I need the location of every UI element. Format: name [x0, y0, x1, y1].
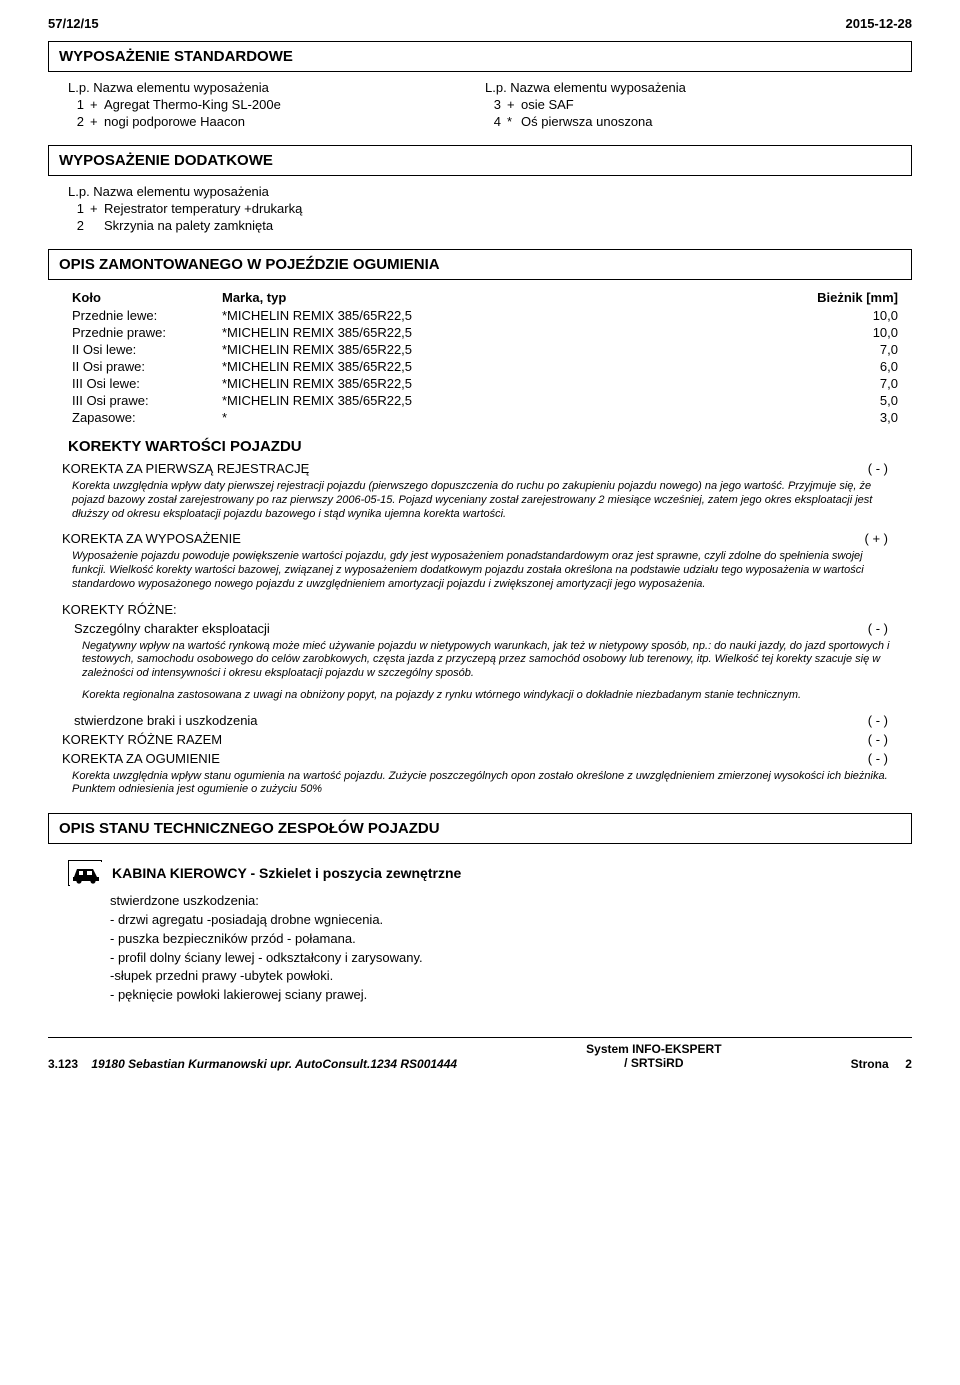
tire-table: Koło Marka, typ Bieżnik [mm] Przednie le…: [68, 288, 902, 426]
kor-wypos: KOREKTA ZA WYPOSAŻENIE ( + ): [48, 529, 912, 548]
lp-sym: +: [90, 114, 104, 129]
th-biez: Bieżnik [mm]: [782, 288, 902, 307]
kor-szczegolny: Szczególny charakter eksploatacji ( - ): [48, 619, 912, 638]
lp-num: 3: [485, 97, 507, 112]
lp-text: Oś pierwsza unoszona: [521, 114, 653, 129]
kor-first-reg-note: Korekta uwzględnia wpływ daty pierwszej …: [48, 478, 912, 529]
lp-num: 1: [68, 97, 90, 112]
lp-header-add: L.p. Nazwa elementu wyposażenia: [68, 184, 269, 199]
lp-sym: +: [90, 201, 104, 216]
footer-mid2: / SRTSiRD: [624, 1056, 683, 1070]
tire-row: III Osi lewe:*MICHELIN REMIX 385/65R22,5…: [68, 375, 902, 392]
damage-header: stwierdzone uszkodzenia:: [110, 892, 902, 911]
damage-line: - drzwi agregatu -posiadają drobne wgnie…: [110, 911, 902, 930]
th-marka: Marka, typ: [218, 288, 782, 307]
tire-row: Przednie prawe:*MICHELIN REMIX 385/65R22…: [68, 324, 902, 341]
lp-header-left: L.p. Nazwa elementu wyposażenia: [68, 80, 269, 95]
doc-date: 2015-12-28: [846, 16, 913, 31]
footer-left-num: 3.123: [48, 1057, 78, 1071]
th-kolo: Koło: [68, 288, 218, 307]
lp-text: Skrzynia na palety zamknięta: [104, 218, 273, 233]
tire-row: Przednie lewe:*MICHELIN REMIX 385/65R22,…: [68, 307, 902, 324]
section-tires: OPIS ZAMONTOWANEGO W POJEŹDZIE OGUMIENIA: [48, 249, 912, 280]
kor-ogumienie: KOREKTA ZA OGUMIENIE ( - ): [48, 749, 912, 768]
lp-num: 1: [68, 201, 90, 216]
lp-text: nogi podporowe Haacon: [104, 114, 245, 129]
tire-row: III Osi prawe:*MICHELIN REMIX 385/65R22,…: [68, 392, 902, 409]
kor-szczeg-note2: Korekta regionalna zastosowana z uwagi n…: [48, 689, 912, 711]
footer-mid1: System INFO-EKSPERT: [586, 1042, 721, 1056]
section-tech-state: OPIS STANU TECHNICZNEGO ZESPOŁÓW POJAZDU: [48, 813, 912, 844]
kabina-title: KABINA KIEROWCY - Szkielet i poszycia ze…: [112, 865, 461, 881]
page-footer: 3.123 19180 Sebastian Kurmanowski upr. A…: [48, 1037, 912, 1071]
lp-header-right: L.p. Nazwa elementu wyposażenia: [485, 80, 686, 95]
lp-text: Rejestrator temperatury +drukarką: [104, 201, 302, 216]
kor-first-reg: KOREKTA ZA PIERWSZĄ REJESTRACJĘ ( - ): [48, 459, 912, 478]
car-icon: [68, 860, 102, 886]
section-additional-equipment: WYPOSAŻENIE DODATKOWE: [48, 145, 912, 176]
page-header: 57/12/15 2015-12-28: [48, 16, 912, 31]
lp-text: osie SAF: [521, 97, 574, 112]
tire-row: II Osi lewe:*MICHELIN REMIX 385/65R22,57…: [68, 341, 902, 358]
lp-text: Agregat Thermo-King SL-200e: [104, 97, 281, 112]
footer-right-lbl: Strona: [851, 1057, 889, 1071]
damage-line: -słupek przedni prawy -ubytek powłoki.: [110, 967, 902, 986]
lp-sym: *: [507, 114, 521, 129]
lp-sym: +: [90, 97, 104, 112]
kor-braki: stwierdzone braki i uszkodzenia ( - ): [48, 711, 912, 730]
tire-row: Zapasowe:*3,0: [68, 409, 902, 426]
lp-num: 2: [68, 218, 90, 233]
kor-rozne-header: KOREKTY RÓŻNE:: [48, 600, 912, 619]
footer-right-num: 2: [905, 1057, 912, 1071]
footer-left-txt: 19180 Sebastian Kurmanowski upr. AutoCon…: [91, 1057, 457, 1071]
damage-list: stwierdzone uszkodzenia: - drzwi agregat…: [48, 892, 912, 1015]
lp-sym: +: [507, 97, 521, 112]
tire-row: II Osi prawe:*MICHELIN REMIX 385/65R22,5…: [68, 358, 902, 375]
damage-line: - pęknięcie powłoki lakierowej sciany pr…: [110, 986, 902, 1005]
section-standard-equipment: WYPOSAŻENIE STANDARDOWE: [48, 41, 912, 72]
damage-line: - profil dolny ściany lewej - odkształco…: [110, 949, 902, 968]
lp-sym: [90, 218, 104, 233]
kor-ogum-note: Korekta uwzględnia wpływ stanu ogumienia…: [48, 768, 912, 806]
doc-ref: 57/12/15: [48, 16, 99, 31]
lp-num: 4: [485, 114, 507, 129]
korekty-title: KOREKTY WARTOŚCI POJAZDU: [48, 432, 912, 459]
kor-szczeg-note1: Negatywny wpływ na wartość rynkową może …: [48, 638, 912, 689]
kor-wypos-note: Wyposażenie pojazdu powoduje powiększeni…: [48, 548, 912, 599]
damage-line: - puszka bezpieczników przód - połamana.: [110, 930, 902, 949]
lp-num: 2: [68, 114, 90, 129]
kor-rozne-razem: KOREKTY RÓŻNE RAZEM ( - ): [48, 730, 912, 749]
